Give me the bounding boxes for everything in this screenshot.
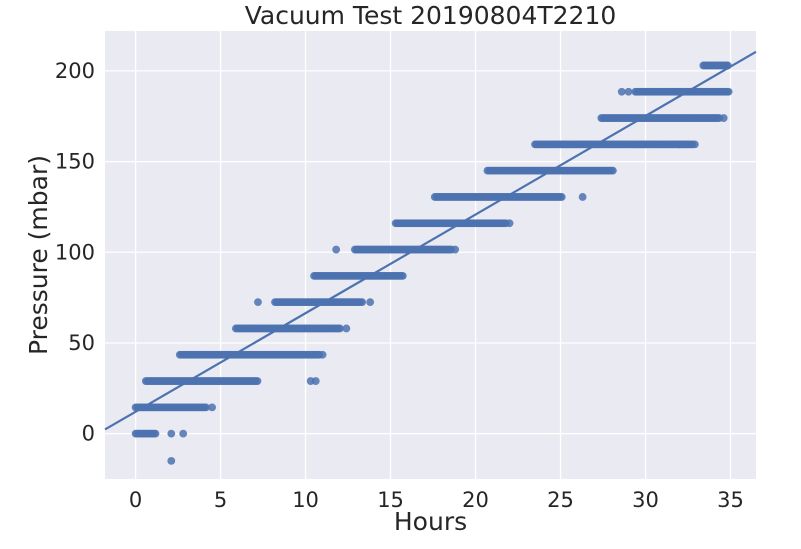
y-tick-label: 0 xyxy=(82,422,95,446)
data-point xyxy=(253,377,262,385)
data-point xyxy=(318,350,327,359)
x-tick-label: 20 xyxy=(462,488,489,512)
data-point xyxy=(617,87,626,96)
data-point xyxy=(505,219,514,228)
data-point xyxy=(336,324,344,333)
x-tick-label: 5 xyxy=(214,488,227,512)
x-tick-label: 25 xyxy=(547,488,574,512)
chart-title: Vacuum Test 20190804T2210 xyxy=(245,1,617,30)
data-point xyxy=(167,429,176,438)
data-point xyxy=(254,298,262,307)
data-point xyxy=(451,245,460,254)
data-point xyxy=(608,166,617,175)
plot-background xyxy=(105,31,756,479)
y-axis-label: Pressure (mbar) xyxy=(24,155,53,355)
data-point xyxy=(167,456,176,465)
x-tick-label: 30 xyxy=(632,488,659,512)
data-point xyxy=(557,193,566,201)
x-tick-label: 10 xyxy=(292,488,319,512)
y-tick-labels: 0 50 100 150 200 xyxy=(55,59,95,446)
data-point xyxy=(179,429,188,438)
x-tick-label: 15 xyxy=(377,488,404,512)
data-point xyxy=(578,193,587,201)
data-point xyxy=(366,298,375,307)
x-tick-label: 0 xyxy=(129,488,142,512)
regression-line xyxy=(104,50,757,431)
data-point xyxy=(151,429,160,438)
data-point xyxy=(202,403,210,412)
fit-line xyxy=(104,50,757,431)
grid xyxy=(105,31,756,479)
y-tick-label: 150 xyxy=(55,150,95,174)
data-point xyxy=(624,87,633,96)
data-point xyxy=(208,403,216,412)
data-point xyxy=(342,324,351,333)
data-point xyxy=(311,377,320,385)
data-point xyxy=(358,298,367,307)
y-tick-label: 100 xyxy=(55,240,95,264)
y-tick-label: 50 xyxy=(68,331,95,355)
data-point xyxy=(175,350,184,359)
data-point xyxy=(719,114,728,122)
data-point xyxy=(398,271,407,280)
x-tick-label: 35 xyxy=(717,488,744,512)
x-tick-labels: 0 5 10 15 20 25 30 35 xyxy=(129,488,744,512)
data-point xyxy=(675,140,684,149)
x-axis-label: Hours xyxy=(394,507,467,536)
data-point xyxy=(332,245,341,254)
y-tick-label: 200 xyxy=(55,59,95,83)
data-point xyxy=(724,87,733,96)
data-point xyxy=(690,140,699,149)
